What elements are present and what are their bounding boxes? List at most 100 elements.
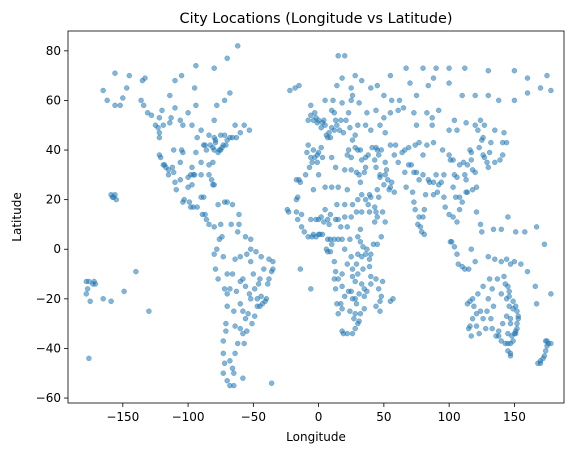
data-point: [468, 246, 475, 252]
data-point: [349, 201, 356, 208]
data-point: [234, 340, 241, 347]
data-point: [126, 72, 133, 79]
data-point: [224, 291, 230, 297]
data-point: [180, 122, 186, 128]
data-point: [170, 147, 177, 153]
data-point: [341, 201, 348, 208]
data-point: [382, 172, 388, 178]
data-point: [511, 97, 518, 104]
data-point: [328, 241, 335, 248]
data-point: [512, 229, 519, 235]
data-point: [438, 179, 445, 186]
data-point: [232, 350, 238, 357]
y-tick-label: 60: [46, 93, 61, 107]
data-point: [371, 204, 378, 210]
data-point: [417, 224, 424, 230]
data-point: [296, 177, 302, 183]
data-point: [117, 102, 123, 109]
data-point: [348, 167, 354, 173]
data-point: [211, 65, 217, 71]
data-point: [358, 253, 365, 260]
data-point: [223, 142, 229, 148]
y-tick-label: −60: [36, 391, 61, 405]
data-point: [308, 112, 314, 119]
data-point: [258, 253, 264, 260]
data-point: [510, 338, 516, 344]
data-point: [473, 323, 480, 329]
data-point: [382, 159, 388, 166]
data-point: [261, 266, 267, 272]
data-point: [353, 261, 360, 267]
data-point: [352, 278, 358, 285]
data-point: [396, 97, 403, 104]
data-point: [233, 134, 240, 141]
data-point: [253, 248, 259, 255]
data-point: [486, 276, 493, 282]
data-point: [362, 196, 369, 203]
data-point: [321, 117, 327, 124]
data-point: [439, 147, 446, 153]
data-point: [505, 348, 511, 354]
data-point: [264, 281, 271, 287]
data-point: [160, 122, 167, 128]
data-point: [358, 77, 365, 84]
data-point: [345, 147, 352, 153]
data-point: [203, 147, 210, 153]
data-point: [379, 209, 386, 215]
data-point: [503, 313, 510, 319]
data-point: [429, 115, 435, 121]
data-point: [211, 134, 217, 141]
data-point: [544, 338, 550, 344]
data-point: [347, 236, 353, 243]
data-point: [167, 92, 173, 99]
data-point: [293, 209, 300, 215]
data-point: [348, 97, 354, 104]
data-point: [435, 107, 442, 114]
data-point: [244, 251, 250, 257]
data-point: [420, 65, 426, 71]
data-point: [347, 308, 353, 314]
data-point: [334, 122, 340, 128]
data-point: [463, 177, 469, 183]
data-point: [485, 253, 492, 260]
data-point: [237, 129, 244, 136]
data-point: [368, 85, 374, 91]
data-point: [339, 283, 345, 290]
data-point: [473, 310, 480, 317]
data-point: [501, 129, 507, 136]
data-point: [385, 177, 391, 183]
data-point: [189, 122, 195, 128]
data-point: [387, 142, 394, 148]
x-axis-ticks: −150 −100 −50 0 50 100 150: [106, 403, 526, 424]
data-point: [335, 216, 341, 223]
data-point: [498, 291, 505, 297]
data-point: [142, 75, 148, 81]
data-point: [198, 127, 204, 133]
data-point: [229, 365, 236, 372]
y-axis-label: Latitude: [10, 192, 24, 241]
data-point: [368, 251, 374, 257]
data-point: [341, 293, 348, 300]
data-point: [374, 241, 381, 248]
data-point: [377, 308, 383, 314]
data-point: [84, 286, 91, 292]
data-point: [180, 199, 186, 205]
data-point: [296, 82, 302, 89]
data-point: [217, 132, 224, 138]
data-point: [349, 296, 356, 302]
data-point: [304, 149, 310, 156]
data-point: [489, 325, 495, 332]
data-point: [361, 293, 368, 300]
data-point: [356, 100, 362, 106]
data-point: [524, 75, 531, 81]
data-point: [463, 189, 469, 195]
data-point: [349, 330, 356, 337]
data-point: [472, 122, 478, 128]
data-point: [284, 206, 291, 213]
data-point: [334, 201, 340, 208]
data-point: [464, 162, 471, 168]
data-point: [488, 315, 494, 322]
data-point: [310, 186, 317, 193]
data-point: [240, 330, 246, 337]
